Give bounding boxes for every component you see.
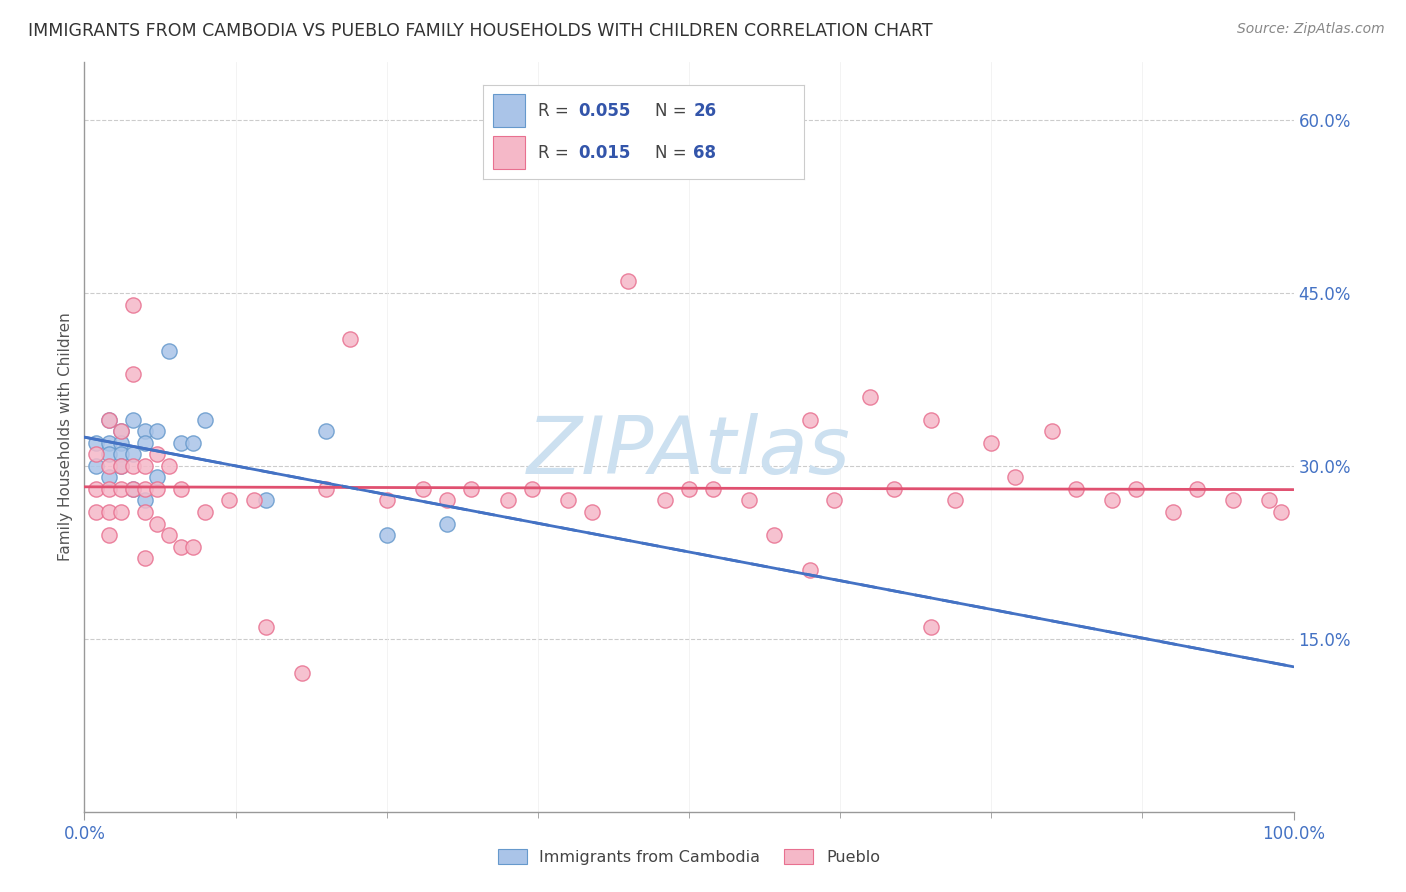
Point — [436, 493, 458, 508]
Point — [375, 528, 398, 542]
Point — [134, 551, 156, 566]
Point — [1064, 482, 1087, 496]
Point — [110, 425, 132, 439]
Point — [110, 458, 132, 473]
Point — [799, 413, 821, 427]
Point — [1125, 482, 1147, 496]
Point — [110, 435, 132, 450]
Point — [86, 505, 108, 519]
Point — [1101, 493, 1123, 508]
Point — [110, 425, 132, 439]
Point — [86, 447, 108, 461]
Point — [799, 563, 821, 577]
Point — [157, 528, 180, 542]
Point — [557, 493, 579, 508]
Point — [157, 458, 180, 473]
Point — [315, 482, 337, 496]
Point — [134, 435, 156, 450]
Text: ZIPAtlas: ZIPAtlas — [527, 413, 851, 491]
Point — [1004, 470, 1026, 484]
Point — [97, 458, 120, 473]
Point — [86, 482, 108, 496]
Point — [823, 493, 845, 508]
Point — [121, 367, 143, 381]
Point — [1040, 425, 1063, 439]
Point — [97, 435, 120, 450]
Point — [242, 493, 264, 508]
Point — [170, 435, 193, 450]
Point — [291, 666, 314, 681]
Y-axis label: Family Households with Children: Family Households with Children — [58, 313, 73, 561]
Point — [194, 413, 217, 427]
Point — [121, 458, 143, 473]
Point — [121, 447, 143, 461]
Point — [134, 493, 156, 508]
Point — [254, 493, 277, 508]
Point — [146, 447, 169, 461]
Point — [97, 482, 120, 496]
Point — [110, 482, 132, 496]
Point — [375, 493, 398, 508]
Point — [146, 425, 169, 439]
Text: Source: ZipAtlas.com: Source: ZipAtlas.com — [1237, 22, 1385, 37]
Point — [157, 343, 180, 358]
Point — [97, 413, 120, 427]
Point — [218, 493, 240, 508]
Point — [121, 482, 143, 496]
Point — [460, 482, 482, 496]
Point — [97, 470, 120, 484]
Point — [110, 505, 132, 519]
Point — [86, 435, 108, 450]
Point — [97, 505, 120, 519]
Point — [520, 482, 543, 496]
Point — [1222, 493, 1244, 508]
Point — [617, 275, 640, 289]
Point — [943, 493, 966, 508]
Point — [121, 297, 143, 311]
Point — [654, 493, 676, 508]
Point — [496, 493, 519, 508]
Point — [194, 505, 217, 519]
Point — [134, 458, 156, 473]
Point — [181, 540, 204, 554]
Point — [121, 482, 143, 496]
Point — [134, 505, 156, 519]
Point — [1270, 505, 1292, 519]
Point — [412, 482, 434, 496]
Point — [859, 390, 882, 404]
Point — [738, 493, 761, 508]
Point — [678, 482, 700, 496]
Point — [97, 447, 120, 461]
Point — [1258, 493, 1281, 508]
Point — [86, 458, 108, 473]
Point — [980, 435, 1002, 450]
Point — [146, 482, 169, 496]
Point — [254, 620, 277, 634]
Point — [97, 413, 120, 427]
Legend: Immigrants from Cambodia, Pueblo: Immigrants from Cambodia, Pueblo — [492, 842, 886, 871]
Point — [883, 482, 905, 496]
Point — [1185, 482, 1208, 496]
Text: IMMIGRANTS FROM CAMBODIA VS PUEBLO FAMILY HOUSEHOLDS WITH CHILDREN CORRELATION C: IMMIGRANTS FROM CAMBODIA VS PUEBLO FAMIL… — [28, 22, 932, 40]
Point — [97, 528, 120, 542]
Point — [170, 482, 193, 496]
Point — [170, 540, 193, 554]
Point — [1161, 505, 1184, 519]
Point — [134, 482, 156, 496]
Point — [110, 458, 132, 473]
Point — [121, 413, 143, 427]
Point — [436, 516, 458, 531]
Point — [920, 620, 942, 634]
Point — [146, 470, 169, 484]
Point — [702, 482, 724, 496]
Point — [339, 332, 361, 346]
Point — [581, 505, 603, 519]
Point — [315, 425, 337, 439]
Point — [762, 528, 785, 542]
Point — [110, 447, 132, 461]
Point — [146, 516, 169, 531]
Point — [920, 413, 942, 427]
Point — [181, 435, 204, 450]
Point — [134, 425, 156, 439]
